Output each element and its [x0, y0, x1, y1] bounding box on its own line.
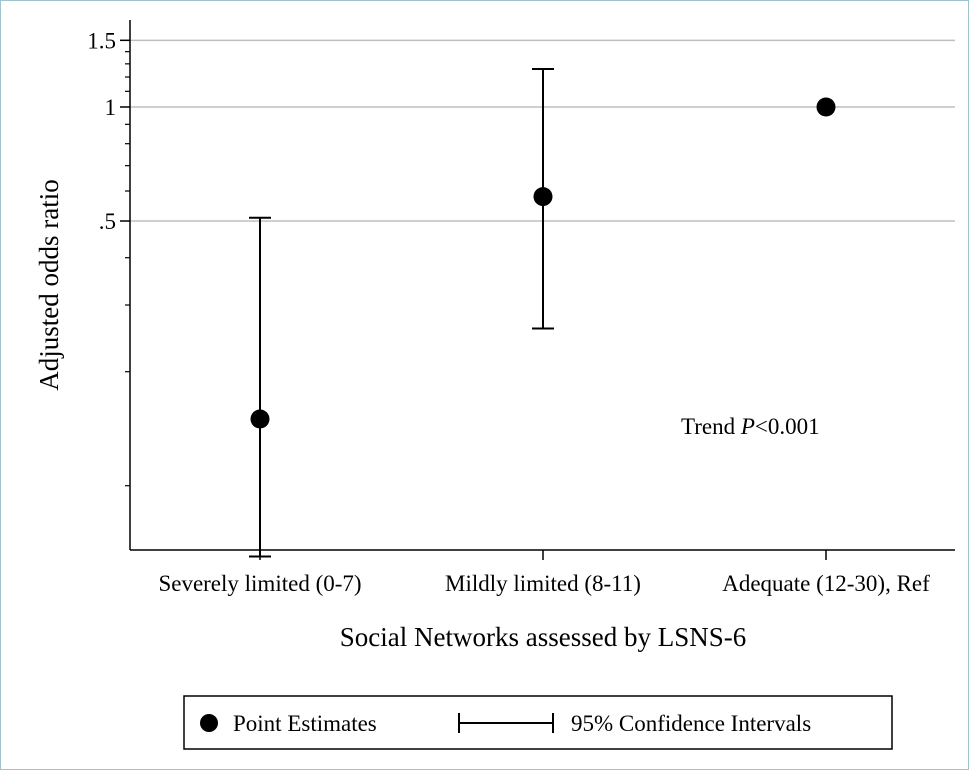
point-estimate	[533, 187, 553, 207]
y-tick-label: 1	[105, 95, 117, 120]
legend-point-label: Point Estimates	[233, 711, 377, 736]
y-ticks: 1.51.5	[87, 28, 130, 487]
y-axis-title: Adjusted odds ratio	[34, 179, 64, 390]
point-estimate	[250, 409, 270, 429]
x-axis-title: Social Networks assessed by LSNS-6	[340, 622, 746, 652]
trend-annotation: Trend P<0.001	[681, 414, 820, 439]
legend: Point Estimates 95% Confidence Intervals	[183, 695, 893, 750]
x-tick-label: Severely limited (0-7)	[158, 571, 361, 596]
x-ticks: Severely limited (0-7) Mildly limited (8-…	[158, 550, 930, 596]
point-estimate	[816, 97, 836, 117]
y-tick-label: .5	[99, 209, 116, 234]
legend-ci-marker	[458, 713, 554, 733]
x-tick-label: Adequate (12-30), Ref	[722, 571, 930, 596]
legend-ci-label: 95% Confidence Intervals	[571, 711, 811, 736]
legend-box	[183, 695, 893, 750]
legend-point-marker	[200, 714, 218, 732]
series	[249, 67, 836, 558]
y-tick-label: 1.5	[87, 28, 116, 53]
x-tick-label: Mildly limited (8-11)	[445, 571, 641, 596]
